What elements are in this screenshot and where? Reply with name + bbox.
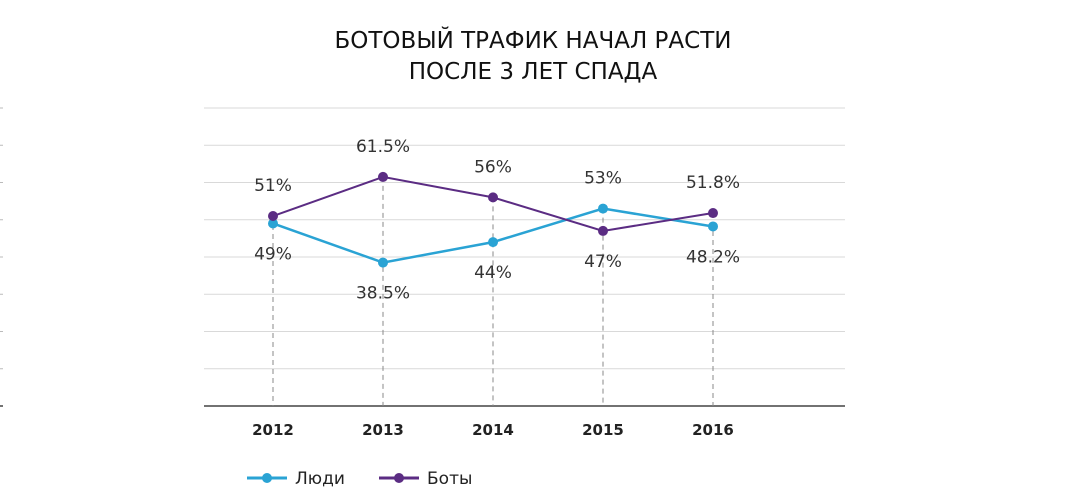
data-label: 38.5%	[356, 284, 410, 304]
data-point	[708, 208, 718, 219]
data-point	[708, 221, 718, 232]
legend-swatch-dot	[394, 473, 404, 483]
data-label: 47%	[584, 252, 622, 272]
x-tick-label: 2015	[582, 421, 624, 439]
data-label: 53%	[584, 169, 622, 189]
x-tick-label: 2013	[362, 421, 404, 439]
data-label: 51%	[254, 176, 292, 196]
data-point	[268, 211, 278, 222]
data-point	[598, 203, 608, 214]
data-label: 48.2%	[686, 247, 740, 267]
data-label: 49%	[254, 244, 292, 264]
data-point	[268, 218, 278, 229]
legend-label: Боты	[427, 469, 472, 489]
x-tick-label: 2016	[692, 421, 734, 439]
data-label: 51.8%	[686, 173, 740, 193]
data-label: 56%	[474, 157, 512, 177]
legend-label: Люди	[295, 469, 345, 489]
x-tick-label: 2012	[252, 421, 294, 439]
chart-title-line-1: БОТОВЫЙ ТРАФИК НАЧАЛ РАСТИ	[335, 26, 732, 54]
series-line-bots	[272, 175, 714, 232]
data-point	[378, 257, 388, 268]
data-point	[488, 192, 498, 203]
legend-swatch-dot	[262, 473, 272, 483]
data-point	[378, 171, 388, 182]
x-tick-label: 2014	[472, 421, 514, 439]
data-point	[598, 225, 608, 236]
data-label: 61.5%	[356, 137, 410, 157]
chart-title-line-2: ПОСЛЕ 3 ЛЕТ СПАДА	[409, 59, 658, 85]
data-point	[488, 237, 498, 248]
data-label: 44%	[474, 263, 512, 283]
